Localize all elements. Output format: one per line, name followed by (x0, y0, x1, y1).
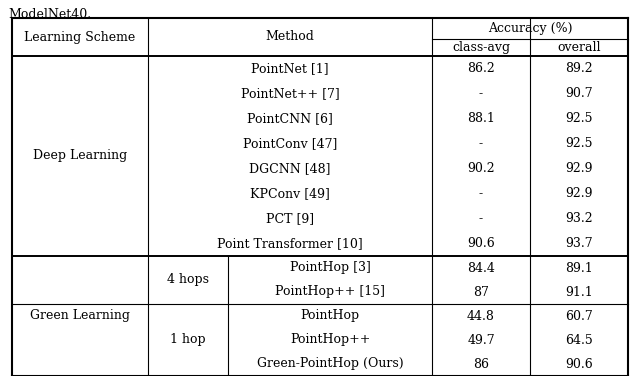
Text: PointHop++: PointHop++ (290, 334, 370, 347)
Text: 88.1: 88.1 (467, 112, 495, 125)
Text: PointCNN [6]: PointCNN [6] (247, 112, 333, 125)
Text: Learning Scheme: Learning Scheme (24, 30, 136, 44)
Text: DGCNN [48]: DGCNN [48] (249, 162, 331, 175)
Text: Green Learning: Green Learning (30, 309, 130, 323)
Text: 89.1: 89.1 (565, 261, 593, 274)
Text: Deep Learning: Deep Learning (33, 150, 127, 162)
Text: 90.6: 90.6 (467, 237, 495, 250)
Text: PCT [9]: PCT [9] (266, 212, 314, 225)
Text: overall: overall (557, 41, 601, 54)
Text: 87: 87 (473, 285, 489, 299)
Text: PointNet [1]: PointNet [1] (251, 62, 329, 75)
Text: -: - (479, 187, 483, 200)
Text: 90.7: 90.7 (565, 87, 593, 100)
Text: 93.7: 93.7 (565, 237, 593, 250)
Text: 60.7: 60.7 (565, 309, 593, 323)
Text: 92.5: 92.5 (565, 137, 593, 150)
Text: 92.5: 92.5 (565, 112, 593, 125)
Text: 86: 86 (473, 358, 489, 370)
Text: Accuracy (%): Accuracy (%) (488, 22, 572, 35)
Text: 49.7: 49.7 (467, 334, 495, 347)
Text: ModelNet40.: ModelNet40. (8, 8, 91, 21)
Text: 91.1: 91.1 (565, 285, 593, 299)
Text: 44.8: 44.8 (467, 309, 495, 323)
Text: Green-PointHop (Ours): Green-PointHop (Ours) (257, 358, 403, 370)
Text: 64.5: 64.5 (565, 334, 593, 347)
Text: 90.6: 90.6 (565, 358, 593, 370)
Text: 86.2: 86.2 (467, 62, 495, 75)
Text: Point Transformer [10]: Point Transformer [10] (217, 237, 363, 250)
Text: 84.4: 84.4 (467, 261, 495, 274)
Text: PointNet++ [7]: PointNet++ [7] (241, 87, 339, 100)
Text: PointHop: PointHop (300, 309, 360, 323)
Text: -: - (479, 212, 483, 225)
Text: -: - (479, 137, 483, 150)
Text: -: - (479, 87, 483, 100)
Text: PointHop++ [15]: PointHop++ [15] (275, 285, 385, 299)
Text: 90.2: 90.2 (467, 162, 495, 175)
Text: 92.9: 92.9 (565, 162, 593, 175)
Text: 4 hops: 4 hops (167, 273, 209, 287)
Text: PointConv [47]: PointConv [47] (243, 137, 337, 150)
Text: 89.2: 89.2 (565, 62, 593, 75)
Text: 92.9: 92.9 (565, 187, 593, 200)
Text: 93.2: 93.2 (565, 212, 593, 225)
Text: PointHop [3]: PointHop [3] (289, 261, 371, 274)
Text: Method: Method (266, 30, 314, 44)
Text: class-avg: class-avg (452, 41, 510, 54)
Text: 1 hop: 1 hop (170, 334, 206, 347)
Text: KPConv [49]: KPConv [49] (250, 187, 330, 200)
